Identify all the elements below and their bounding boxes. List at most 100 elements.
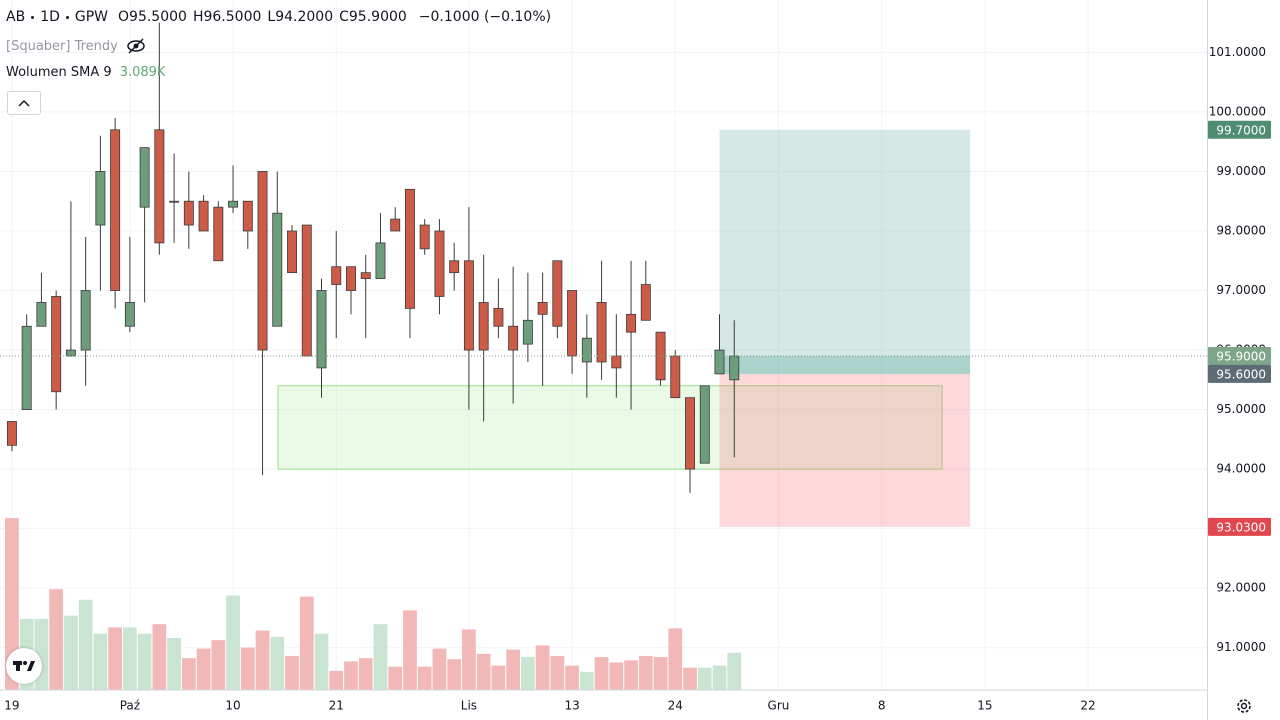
y-tick-label: 100.0000 <box>1209 104 1266 118</box>
candle-body <box>611 355 622 369</box>
volume-bar <box>491 665 506 690</box>
candle-body <box>139 147 150 208</box>
indicator-value: 3.089K <box>119 65 166 80</box>
volume-bar <box>181 658 196 690</box>
volume-bar <box>727 652 742 690</box>
candle-body <box>228 200 239 208</box>
volume-bar <box>683 667 697 690</box>
candle-body <box>567 290 578 357</box>
ohlc-key: H <box>192 9 204 25</box>
ohlc-key: O <box>118 9 130 25</box>
trend-zone <box>277 385 943 470</box>
volume-bar <box>196 648 211 690</box>
hidden-icon[interactable] <box>126 37 146 55</box>
volume-bar <box>638 656 653 690</box>
candle-body <box>360 272 371 280</box>
y-tick-label: 98.0000 <box>1216 223 1266 237</box>
price-tag-label: 93.0300 <box>1216 520 1266 534</box>
candle-body <box>169 200 180 203</box>
price-tag <box>1208 517 1271 536</box>
candle-body <box>110 129 121 291</box>
loss-zone <box>719 373 971 527</box>
volume-bar <box>78 599 93 690</box>
volume-bar <box>137 633 152 690</box>
volume-bar <box>506 649 521 690</box>
candle-body <box>331 266 342 285</box>
volume-bar <box>64 615 78 690</box>
volume-bar <box>535 645 550 690</box>
x-tick-label: 10 <box>225 699 240 713</box>
volume-bar <box>373 624 388 690</box>
price-tag-label: 95.6000 <box>1216 367 1266 381</box>
x-tick-label: 22 <box>1080 699 1095 713</box>
y-tick-label: 101.0000 <box>1209 45 1266 59</box>
candle-body <box>670 355 681 399</box>
candle-body <box>272 212 283 327</box>
volume-bar <box>579 671 594 690</box>
profit-zone <box>719 129 971 374</box>
indicator-name[interactable]: [Squaber] Trendy <box>6 38 118 54</box>
volume-bar <box>93 633 108 690</box>
indicator-name[interactable]: Wolumen SMA 9 <box>6 65 112 80</box>
candle-body <box>213 206 224 262</box>
interval[interactable]: 1D <box>40 9 60 25</box>
chevron-icon <box>18 99 30 107</box>
volume-bar <box>476 653 491 690</box>
candle-body <box>493 307 504 327</box>
volume-bar <box>5 518 19 690</box>
separator <box>65 15 69 19</box>
candle-body <box>729 355 740 381</box>
volume-bar <box>403 610 417 690</box>
candle-body <box>65 349 76 357</box>
x-tick-label: 19 <box>4 699 19 713</box>
collapse-button[interactable] <box>7 91 41 115</box>
volume-bar <box>624 660 638 690</box>
candle-body <box>419 224 430 250</box>
candle-body <box>6 421 17 446</box>
change: −0.1000 (−0.10%) <box>418 9 552 25</box>
exchange: GPW <box>74 9 109 25</box>
time-axis <box>0 690 1280 720</box>
x-tick-label: 24 <box>668 699 683 713</box>
settings-icon[interactable] <box>1232 694 1256 718</box>
candle-body <box>626 313 637 333</box>
volume-bar <box>697 667 712 690</box>
candle-body <box>581 337 592 363</box>
candle-body <box>404 188 415 309</box>
tradingview-logo[interactable] <box>6 648 42 684</box>
volume-bar <box>594 657 609 690</box>
candle-body <box>242 200 253 232</box>
volume-bar <box>122 627 137 690</box>
volume-bar <box>270 636 285 690</box>
y-tick-label: 97.0000 <box>1216 283 1266 297</box>
volume-bar <box>152 624 167 690</box>
volume-bar <box>609 662 624 690</box>
price-tag-label: 95.9000 <box>1216 350 1266 364</box>
volume-bar <box>211 640 226 690</box>
price-tag <box>1208 347 1271 366</box>
volume-bar <box>521 657 535 690</box>
price-tag <box>1208 364 1271 383</box>
candle-body <box>552 260 563 327</box>
candle-body <box>449 260 460 274</box>
symbol[interactable]: AB <box>6 9 26 25</box>
price-tag <box>1208 120 1271 139</box>
volume-bar <box>712 665 727 690</box>
candle-body <box>508 325 519 351</box>
candle-body <box>463 260 474 351</box>
candle-body <box>390 218 401 232</box>
open-profit <box>719 356 971 374</box>
volume-bar <box>329 670 344 690</box>
x-tick-label: Paź <box>120 699 140 713</box>
volume-bar <box>167 637 181 690</box>
candle-body <box>287 230 297 274</box>
volume-bar <box>432 648 447 690</box>
x-tick-label: 13 <box>564 699 579 713</box>
candle-body <box>198 200 209 232</box>
x-tick-label: Lis <box>461 699 477 713</box>
volume-bar <box>447 659 462 690</box>
candle-body <box>596 302 607 363</box>
y-tick-label: 95.0000 <box>1216 402 1266 416</box>
